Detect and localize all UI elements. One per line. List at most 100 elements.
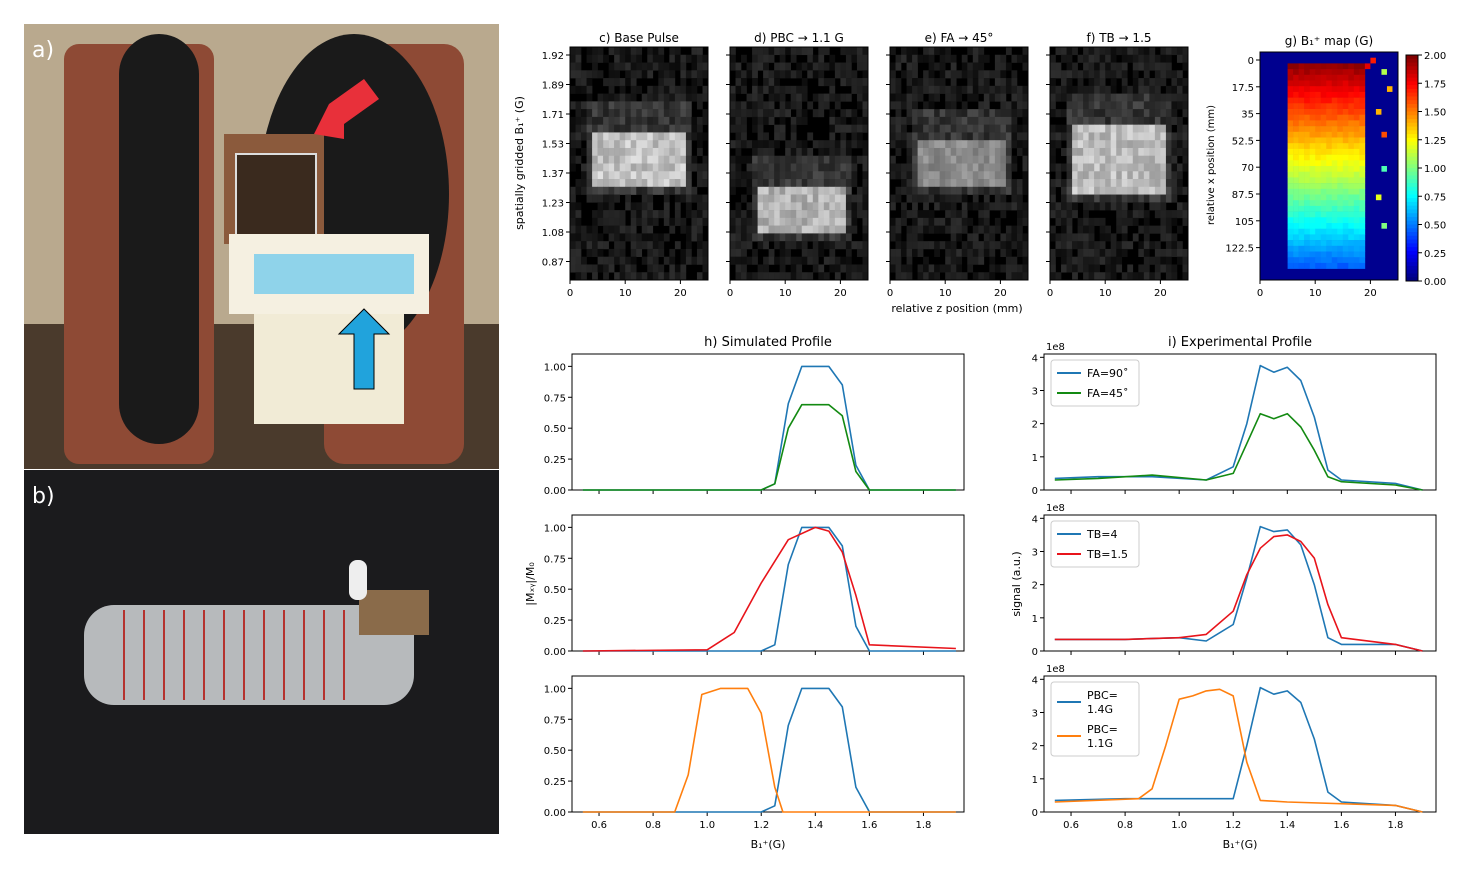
b1map-cell [1309, 228, 1316, 235]
heatmap-cell [625, 147, 632, 157]
b1map-cell [1375, 109, 1382, 115]
heatmap-cell [1105, 256, 1112, 265]
x-tick-label: 20 [1154, 288, 1167, 299]
heatmap-cell [1011, 202, 1018, 211]
heatmap-cell [812, 171, 819, 180]
heatmap-cell [647, 101, 654, 110]
heatmap-cell [950, 93, 957, 102]
heatmap-cell [801, 78, 808, 87]
x-tick-label: 1.0 [1171, 820, 1187, 831]
heatmap-cell [1094, 155, 1100, 164]
heatmap-cell [796, 163, 803, 172]
heatmap-cell [972, 140, 979, 149]
axis-multiplier: 1e8 [1046, 664, 1065, 675]
heatmap-cell [1127, 147, 1134, 157]
heatmap-cell [768, 155, 775, 164]
heatmap-cell [636, 179, 643, 188]
b1map-cell [1342, 148, 1349, 155]
heatmap-cell [945, 93, 952, 102]
heatmap-cell [741, 140, 747, 149]
heatmap-cell [928, 62, 935, 71]
b1map-cell [1320, 228, 1327, 235]
heatmap-cell [779, 85, 786, 94]
heatmap-cell [641, 225, 648, 234]
heatmap-cell [752, 202, 758, 211]
heatmap-cell [630, 241, 637, 250]
heatmap-cell [812, 217, 819, 226]
heatmap-cell [790, 272, 797, 281]
b1map-cell [1337, 103, 1344, 110]
heatmap-cell [901, 264, 907, 273]
colorbar-segment [1406, 213, 1418, 218]
heatmap-cell [768, 256, 775, 265]
heatmap-cell [625, 186, 632, 195]
heatmap-cell [934, 264, 940, 273]
heatmap-cell [1077, 54, 1084, 63]
heatmap-cell [741, 78, 747, 87]
heatmap-cell [1072, 93, 1078, 102]
heatmap-cell [746, 233, 753, 242]
heatmap-cell [779, 93, 786, 102]
heatmap-cell [1121, 233, 1128, 242]
heatmap-cell [1121, 47, 1128, 56]
b1map-cell [1337, 131, 1344, 138]
heatmap-cell [1088, 163, 1095, 172]
heatmap-cell [608, 62, 615, 71]
heatmap-cell [608, 70, 615, 79]
b1map-cell [1331, 234, 1338, 241]
heatmap-cell [658, 85, 665, 94]
heatmap-cell [702, 264, 709, 273]
heatmap-cell [647, 124, 654, 133]
heatmap-cell [647, 225, 654, 234]
heatmap-cell [1154, 256, 1161, 265]
b1map-cell [1353, 69, 1360, 76]
heatmap-cell [757, 210, 764, 219]
heatmap-cell [1105, 179, 1112, 188]
heatmap-cell [592, 147, 598, 157]
b1map-cell [1309, 240, 1316, 247]
heatmap-cell [967, 147, 974, 157]
heatmap-cell [674, 217, 681, 226]
b1map-cell [1293, 160, 1299, 167]
heatmap-cell [1176, 241, 1183, 250]
heatmap-cell [845, 179, 852, 188]
heatmap-cell [630, 264, 637, 273]
b1map-cell [1348, 223, 1355, 229]
heatmap-cell [845, 109, 852, 118]
heatmap-cell [1132, 194, 1139, 203]
heatmap-cell [608, 124, 615, 133]
heatmap-cell [890, 140, 896, 149]
b1map-cell [1293, 171, 1299, 178]
heatmap-cell [823, 217, 830, 226]
heatmap-cell [917, 163, 924, 172]
heatmap-cell [641, 109, 648, 118]
heatmap-cell [608, 202, 615, 211]
heatmap-cell [1127, 109, 1134, 118]
heatmap-cell [652, 62, 659, 71]
heatmap-cell [1083, 256, 1089, 265]
x-tick-label: 10 [1309, 288, 1322, 299]
b1map-cell [1298, 91, 1305, 98]
heatmap-cell [807, 132, 814, 141]
heatmap-cell [956, 194, 963, 203]
heatmap-cell [1165, 62, 1172, 71]
heatmap-cell [730, 54, 736, 63]
b1map-cell [1359, 143, 1366, 150]
heatmap-cell [912, 202, 918, 211]
heatmap-cell [696, 163, 703, 172]
heatmap-cell [785, 140, 792, 149]
heatmap-cell [961, 140, 968, 149]
heatmap-cell [862, 241, 869, 250]
heatmap-cell [956, 85, 963, 94]
b1map-cell [1304, 143, 1310, 150]
heatmap-cell [597, 171, 604, 180]
series-line [582, 687, 956, 813]
heatmap-cell [669, 116, 676, 125]
heatmap-cell [1165, 225, 1172, 234]
heatmap-cell [912, 109, 918, 118]
heatmap-cell [575, 47, 582, 56]
heatmap-cell [674, 272, 681, 281]
heatmap-cell [757, 202, 764, 211]
heatmap-cell [950, 210, 957, 219]
heatmap-cell [1099, 132, 1106, 141]
